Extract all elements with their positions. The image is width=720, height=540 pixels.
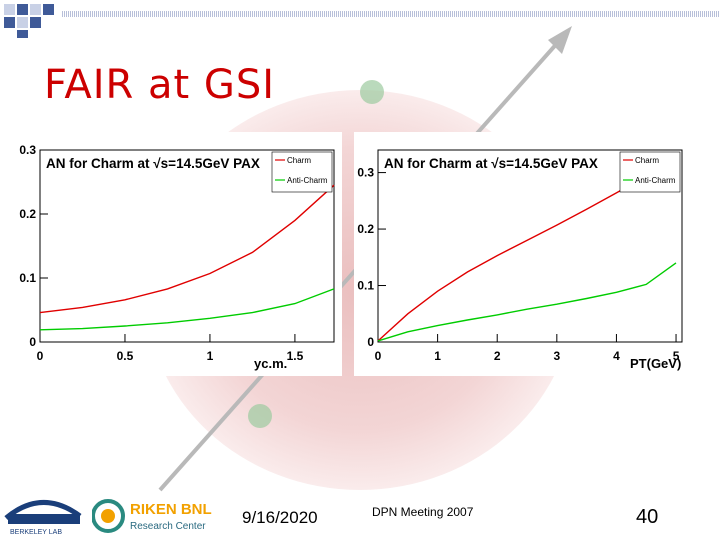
y-tick-label: 0.2 <box>19 207 36 221</box>
particle-dot <box>248 404 272 428</box>
legend-label: Anti-Charm <box>635 176 676 185</box>
y-tick-label: 0.3 <box>357 166 374 180</box>
chart-rapidity: 0 0.1 0.2 0.3 0 0.5 1 1.5 AN for Charm at √s=14.… <box>19 143 335 371</box>
x-tick-label: 0.5 <box>117 349 134 363</box>
footer-date: 9/16/2020 <box>242 508 318 527</box>
legend-label: Charm <box>287 156 311 165</box>
corner-squares-decoration <box>4 4 54 38</box>
x-tick-label: 0 <box>375 349 382 363</box>
x-tick-label: 4 <box>613 349 620 363</box>
x-axis-label: PT(GeV) <box>630 356 681 371</box>
x-tick-label: 1 <box>207 349 214 363</box>
y-tick-label: 0 <box>29 335 36 349</box>
x-tick-label: 1.5 <box>287 349 304 363</box>
legend-label: Charm <box>635 156 659 165</box>
slide-title: FAIR at GSI <box>44 62 276 108</box>
top-rule <box>62 11 720 17</box>
corner-square <box>17 17 28 28</box>
riken-bnl-logo: RIKEN BNL Research Center <box>92 499 212 533</box>
series-line-anti-charm <box>39 288 335 331</box>
corner-square <box>17 4 28 15</box>
x-tick-label: 2 <box>494 349 501 363</box>
corner-square <box>43 4 54 15</box>
corner-square <box>4 17 15 28</box>
particle-dot <box>360 80 384 104</box>
chart-panel-rapidity: 0 0.1 0.2 0.3 0 0.5 1 1.5 AN for Charm at √s=14.… <box>0 132 342 376</box>
corner-square <box>30 4 41 15</box>
x-tick-label: 3 <box>553 349 560 363</box>
corner-square <box>4 4 15 15</box>
chart-pt: 0 0.1 0.2 0.3 0 1 2 3 4 5 AN for Charm at √s=14.5G… <box>357 149 683 371</box>
y-tick-label: 0.2 <box>357 222 374 236</box>
chart-title: AN for Charm at √s=14.5GeV PAX <box>46 156 260 171</box>
legend-box <box>619 151 681 193</box>
chart-title: AN for Charm at √s=14.5GeV PAX <box>384 156 598 171</box>
series-line-charm <box>39 184 335 314</box>
legend-box <box>271 151 333 193</box>
berkeley-lab-text: BERKELEY LAB <box>10 529 62 536</box>
corner-square <box>30 17 41 28</box>
x-tick-label: 1 <box>434 349 441 363</box>
y-tick-label: 0.1 <box>19 271 36 285</box>
y-tick-label: 0 <box>367 335 374 349</box>
corner-square <box>17 30 28 38</box>
riken-bnl-subtitle: Research Center <box>130 521 206 532</box>
riken-bnl-title: RIKEN BNL <box>130 501 212 518</box>
page-number: 40 <box>636 506 659 528</box>
footer-meeting: DPN Meeting 2007 <box>372 505 474 519</box>
berkeley-lab-logo: BERKELEY LAB <box>4 500 82 536</box>
y-tick-label: 0.1 <box>357 279 374 293</box>
x-tick-label: 0 <box>37 349 44 363</box>
arrow-head <box>548 26 572 54</box>
legend-label: Anti-Charm <box>287 176 328 185</box>
x-axis-label: yc.m. <box>254 356 287 371</box>
chart-panel-pt: 0 0.1 0.2 0.3 0 1 2 3 4 5 AN for Charm at √s=14.5G… <box>354 132 688 376</box>
y-tick-label: 0.3 <box>19 143 36 157</box>
x-tick-label: 5 <box>673 349 680 363</box>
series-line-anti-charm <box>377 262 677 342</box>
